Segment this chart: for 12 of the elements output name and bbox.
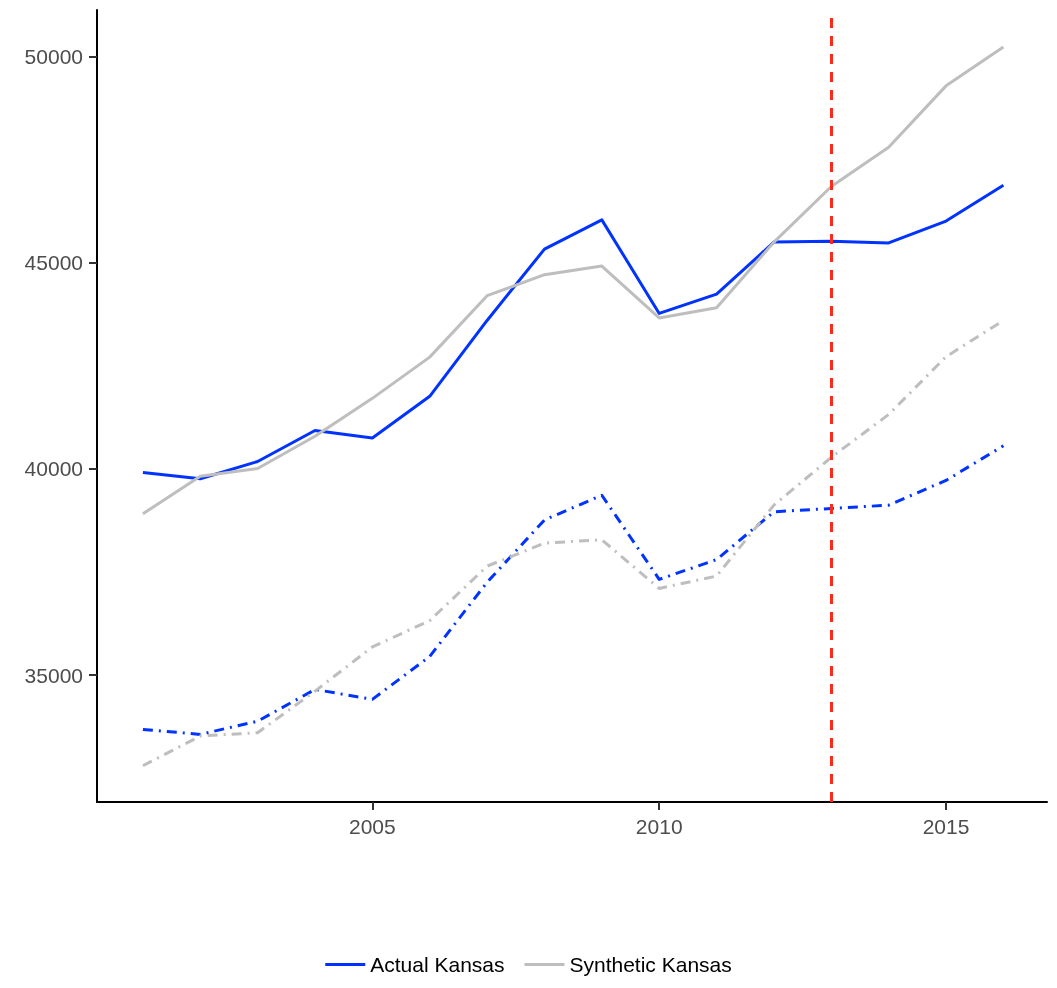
legend-label: Actual Kansas bbox=[370, 953, 505, 976]
x-tick-label: 2015 bbox=[922, 815, 970, 838]
y-tick-label: 45000 bbox=[24, 251, 83, 275]
line-series bbox=[141, 444, 1005, 736]
line-series bbox=[141, 45, 1005, 516]
x-tick-label: 2010 bbox=[635, 815, 683, 838]
x-tick-label: 2005 bbox=[349, 815, 396, 838]
y-tick-label: 35000 bbox=[24, 663, 83, 687]
y-tick-label: 40000 bbox=[24, 457, 83, 481]
line-series bbox=[141, 183, 1005, 481]
y-tick-label: 50000 bbox=[24, 45, 83, 69]
legend-label: Synthetic Kansas bbox=[569, 953, 732, 976]
